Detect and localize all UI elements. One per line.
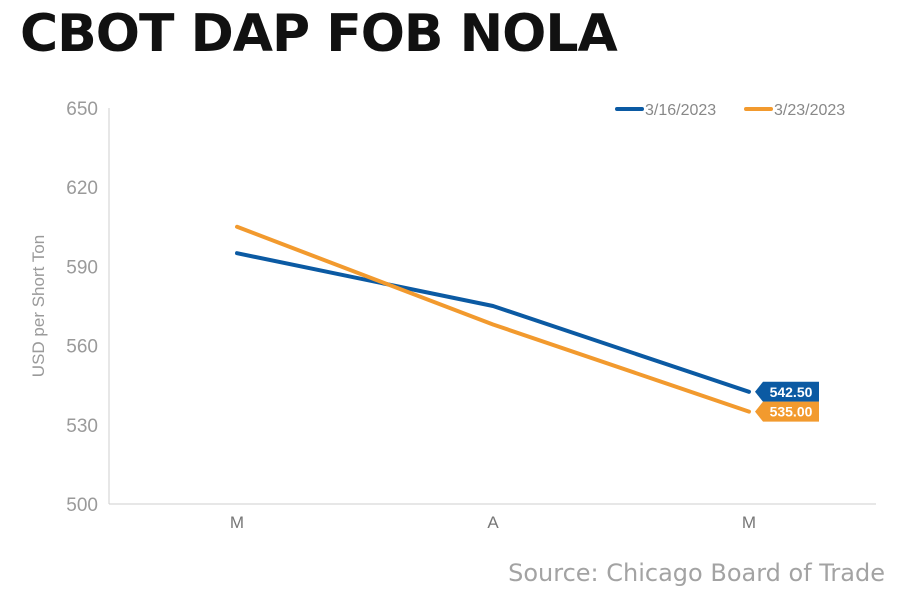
x-tick-label: M (742, 513, 756, 532)
y-axis-label: USD per Short Ton (29, 235, 48, 377)
end-value-label: 542.50 (770, 384, 813, 400)
end-value-label: 535.00 (770, 404, 813, 420)
end-label-tag-2 (755, 401, 819, 422)
source-note: Source: Chicago Board of Trade (508, 559, 885, 587)
x-tick-label: A (487, 513, 499, 532)
y-tick-label: 650 (66, 99, 98, 120)
chart-title: CBOT DAP FOB NOLA (20, 4, 618, 64)
x-tick-label: M (230, 513, 244, 532)
series-line-2 (235, 224, 751, 414)
legend-label: 3/23/2023 (774, 102, 845, 119)
legend-label: 3/16/2023 (645, 102, 716, 119)
y-tick-label: 500 (66, 495, 98, 516)
y-tick-label: 560 (66, 337, 98, 358)
end-label-tag-1 (755, 381, 819, 402)
y-tick-label: 590 (66, 257, 98, 278)
y-tick-label: 620 (66, 178, 98, 199)
series-line-1 (235, 251, 751, 394)
y-tick-label: 530 (66, 416, 98, 437)
